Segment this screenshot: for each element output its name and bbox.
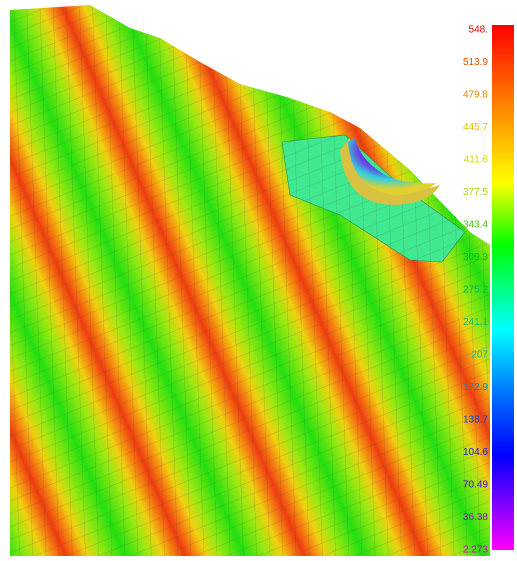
legend-label: 138.7 [463,415,488,426]
mesh-grid [10,5,490,556]
legend-label: 70.49 [463,480,488,491]
legend-label: 172.9 [463,382,488,393]
legend-bar [492,25,514,550]
contour-view: 548. 513.9 479.8 445.7 411.6 377.5 343.4 309.3 2… [0,0,517,561]
legend-label: 241.1 [463,317,488,328]
legend-label: 513.9 [463,57,488,68]
legend-label: 377.5 [463,187,488,198]
legend-label: 309.3 [463,252,488,263]
legend-label: 479.8 [463,90,488,101]
legend-label: 411.6 [464,155,489,166]
legend-label: 275.2 [463,285,488,296]
legend-label: 2.273 [463,545,488,556]
legend-label: 343.4 [463,220,488,231]
legend-label: 104.6 [463,447,488,458]
legend-label: 548. [469,25,488,36]
legend-label: 36.38 [463,512,488,523]
legend-label: 445.7 [463,122,488,133]
legend-label: 207 [471,350,488,361]
